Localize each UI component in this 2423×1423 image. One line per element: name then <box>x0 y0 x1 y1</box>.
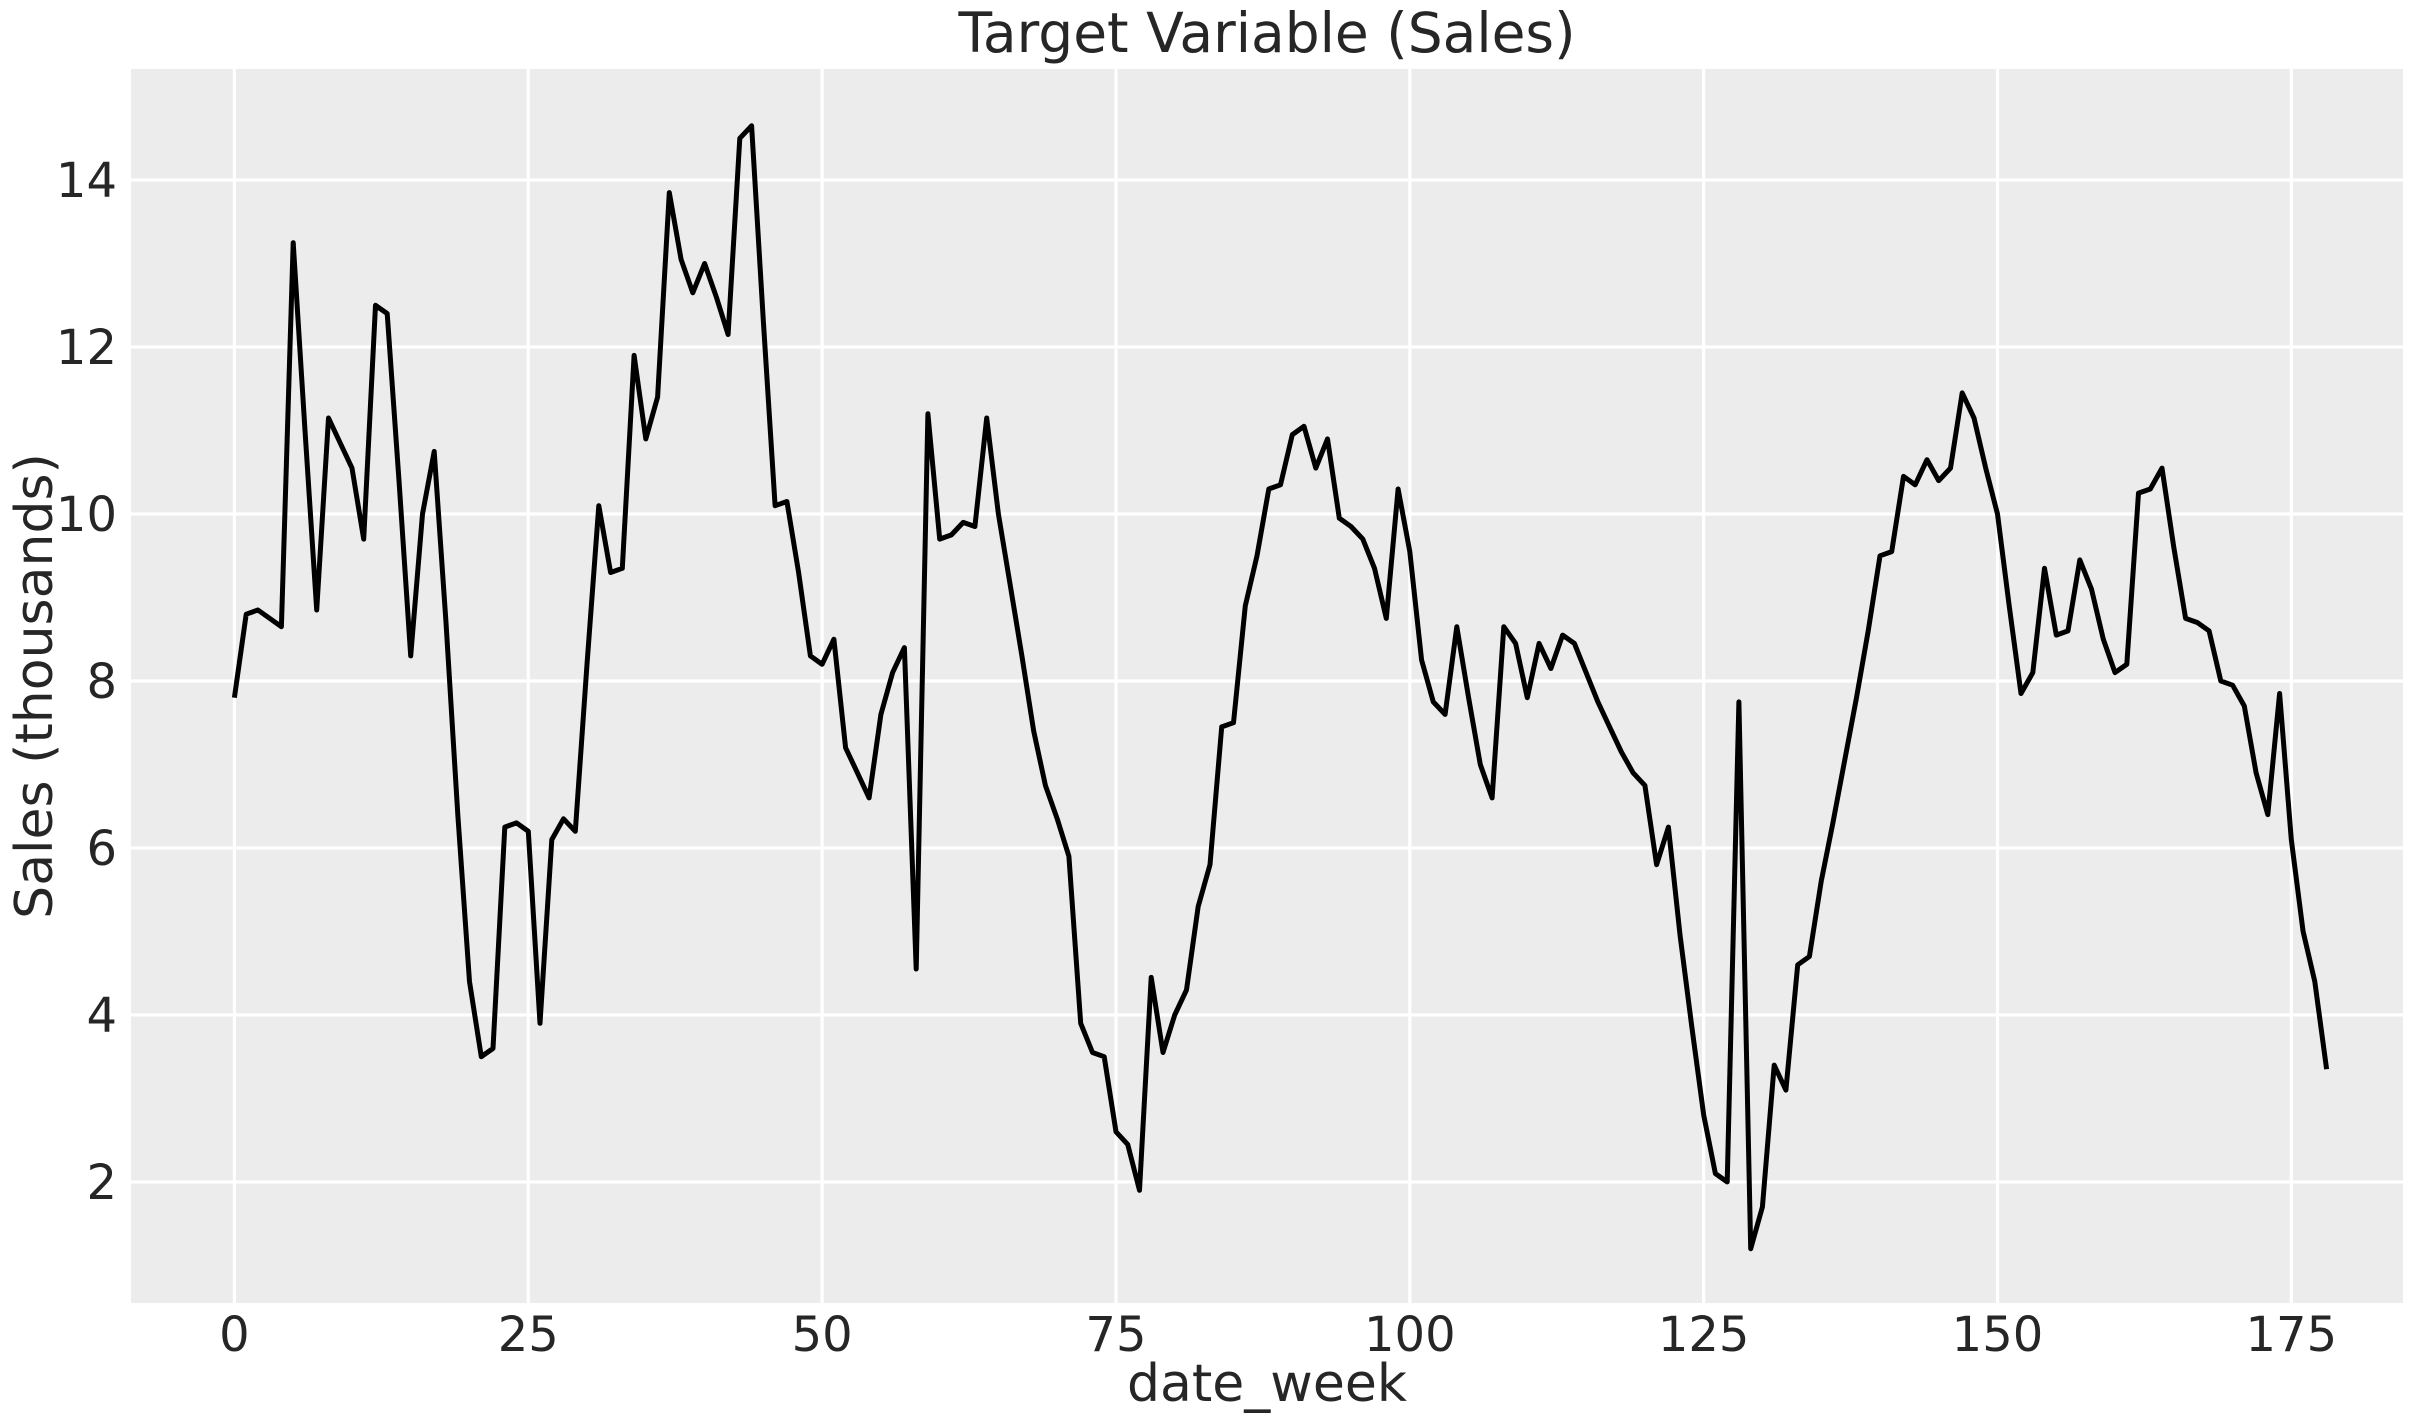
y-tick-label-6: 6 <box>86 821 117 877</box>
y-tick-label-4: 4 <box>86 988 117 1044</box>
x-tick-label-0: 0 <box>219 1307 250 1363</box>
x-tick-label-150: 150 <box>1952 1307 2044 1363</box>
x-tick-label-100: 100 <box>1364 1307 1456 1363</box>
x-tick-label-25: 25 <box>498 1307 559 1363</box>
y-tick-label-14: 14 <box>56 153 117 209</box>
plot-area <box>131 69 2403 1303</box>
x-axis-label: date_week <box>1127 1354 1407 1414</box>
x-tick-label-50: 50 <box>792 1307 853 1363</box>
x-tick-label-175: 175 <box>2246 1307 2338 1363</box>
y-tick-label-8: 8 <box>86 654 117 710</box>
y-tick-label-2: 2 <box>86 1155 117 1211</box>
x-tick-label-125: 125 <box>1658 1307 1750 1363</box>
chart-title: Target Variable (Sales) <box>957 1 1575 65</box>
y-tick-label-12: 12 <box>56 320 117 376</box>
y-axis-label: Sales (thousands) <box>5 453 65 919</box>
y-tick-label-10: 10 <box>56 487 117 543</box>
x-tick-label-75: 75 <box>1085 1307 1146 1363</box>
sales-line <box>231 123 2330 1252</box>
